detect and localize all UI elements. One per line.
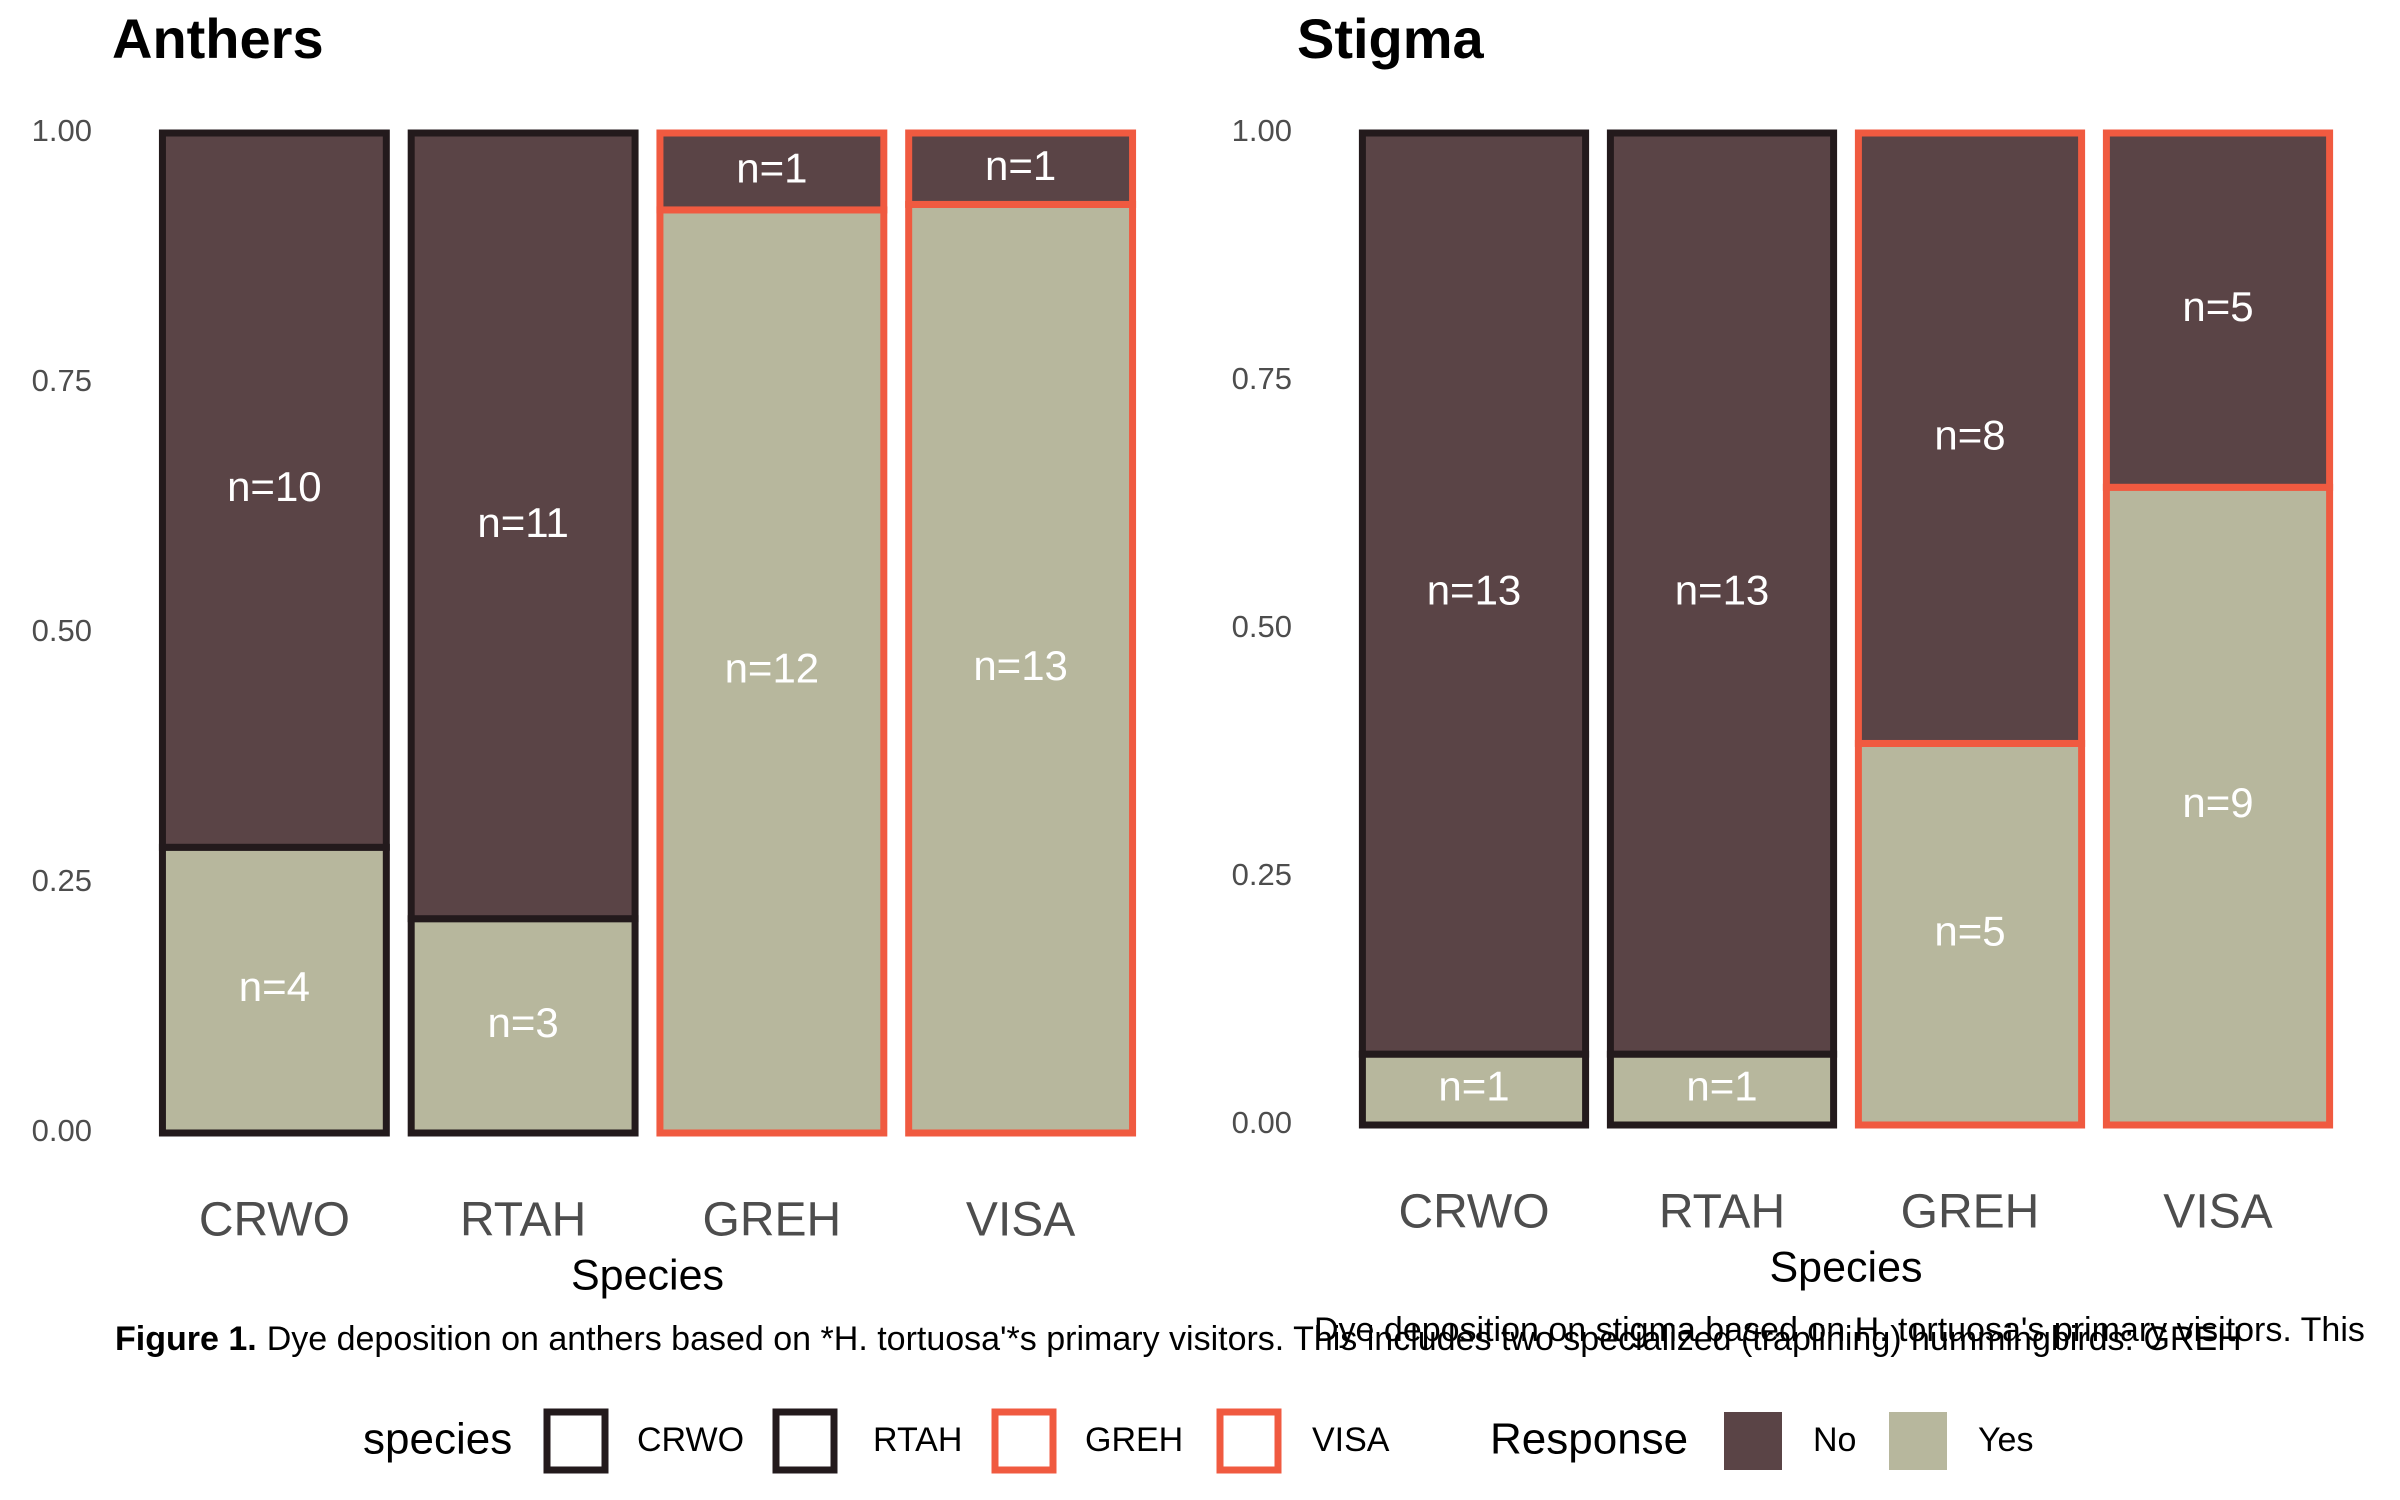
- bar-segment: [1358, 129, 1590, 1058]
- legend-label: No: [1813, 1421, 1856, 1459]
- bar-segment: [1854, 739, 2086, 1129]
- value-label: n=13: [1427, 567, 1522, 614]
- value-label: n=1: [985, 142, 1056, 189]
- caption-label: Figure 1.: [115, 1320, 257, 1358]
- caption-text: Figure 1. Dye deposition on anthers based…: [115, 1320, 2242, 1358]
- y-tick-label: 0.00: [32, 1113, 92, 1148]
- y-tick-label: 0.00: [1232, 1105, 1292, 1140]
- legend-label: GREH: [1085, 1421, 1183, 1459]
- y-tick-label: 0.75: [32, 363, 92, 398]
- legend-label: RTAH: [873, 1421, 962, 1459]
- value-label: n=4: [239, 963, 310, 1010]
- value-label: n=9: [2182, 779, 2253, 826]
- value-label: n=1: [736, 145, 807, 192]
- caption-body: Dye deposition on anthers based on *H. t…: [267, 1320, 2242, 1358]
- value-label: n=8: [1934, 411, 2005, 458]
- bar-segment: [1606, 1050, 1838, 1129]
- value-label: n=1: [1686, 1063, 1757, 1110]
- bar-segment: [1854, 129, 2086, 747]
- x-tick-label: VISA: [966, 1194, 1075, 1247]
- bar-segment: [407, 915, 639, 1137]
- legend-label: CRWO: [637, 1421, 744, 1459]
- chart-title: Stigma: [1297, 7, 1485, 70]
- bar-segment: [905, 129, 1137, 208]
- value-label: n=1: [1438, 1063, 1509, 1110]
- legend-title: Response: [1490, 1415, 1688, 1464]
- value-label: n=10: [227, 463, 322, 510]
- x-tick-label: GREH: [1901, 1186, 2040, 1239]
- bar-segment: [1606, 129, 1838, 1058]
- chart-title: Anthers: [112, 7, 324, 70]
- y-tick-label: 0.50: [32, 613, 92, 648]
- legend-title: species: [363, 1415, 512, 1464]
- legend-key: [772, 1408, 838, 1474]
- y-tick-label: 0.50: [1232, 609, 1292, 644]
- x-tick-label: VISA: [2163, 1186, 2272, 1239]
- bar-segment: [656, 129, 888, 214]
- x-axis-label: Species: [1770, 1243, 1923, 1291]
- legend-key: [1216, 1408, 1282, 1474]
- y-tick-label: 1.00: [32, 113, 92, 148]
- bar-segment: [407, 129, 639, 923]
- x-tick-label: RTAH: [460, 1194, 586, 1247]
- value-label: n=5: [1934, 907, 2005, 954]
- x-tick-label: CRWO: [1398, 1186, 1549, 1239]
- bar-segment: [656, 206, 888, 1137]
- legend-key: [543, 1408, 609, 1474]
- legend-label: VISA: [1312, 1421, 1390, 1459]
- bar-segment: [2102, 483, 2334, 1129]
- y-tick-label: 0.25: [1232, 857, 1292, 892]
- bar-segment: [905, 200, 1137, 1137]
- caption: Figure 1. Dye deposition on anthers based…: [115, 1311, 2365, 1358]
- value-label: n=11: [477, 499, 569, 546]
- legend-label: Yes: [1978, 1421, 2033, 1459]
- y-tick-label: 0.75: [1232, 361, 1292, 396]
- caption-overlap: Dye deposition on stigma based on H. tor…: [1314, 1311, 2365, 1349]
- value-label: n=3: [488, 999, 559, 1046]
- legend-key: [1889, 1412, 1947, 1470]
- value-label: n=5: [2182, 283, 2253, 330]
- legend-key: [1724, 1412, 1782, 1470]
- x-tick-label: GREH: [703, 1194, 842, 1247]
- x-axis-label: Species: [571, 1251, 724, 1299]
- bar-segment: [2102, 129, 2334, 491]
- bar-segment: [158, 129, 390, 851]
- value-label: n=13: [1675, 567, 1770, 614]
- value-label: n=12: [725, 645, 820, 692]
- value-label: n=13: [973, 642, 1068, 689]
- x-tick-label: CRWO: [199, 1194, 350, 1247]
- legend-key: [991, 1408, 1057, 1474]
- y-tick-label: 1.00: [1232, 113, 1292, 148]
- y-tick-label: 0.25: [32, 863, 92, 898]
- x-tick-label: RTAH: [1659, 1186, 1785, 1239]
